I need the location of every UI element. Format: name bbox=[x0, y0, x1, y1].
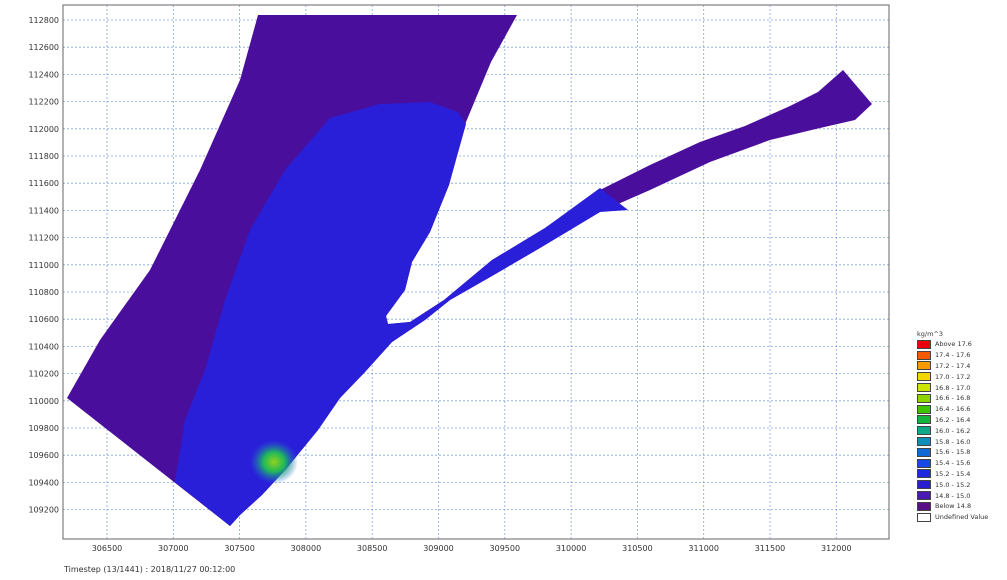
legend-item: 15.6 - 15.8 bbox=[917, 447, 1005, 458]
y-tick-label: 110800 bbox=[28, 288, 59, 297]
legend-swatch bbox=[917, 491, 931, 501]
y-tick-label: 111600 bbox=[28, 179, 59, 188]
legend-label: 15.4 - 15.6 bbox=[935, 459, 971, 468]
legend-label: 15.2 - 15.4 bbox=[935, 469, 971, 478]
y-tick-label: 112000 bbox=[28, 125, 59, 134]
y-tick-label: 109600 bbox=[28, 451, 59, 460]
legend-swatch bbox=[917, 393, 931, 403]
legend-swatch bbox=[917, 404, 931, 414]
x-tick-label: 310000 bbox=[556, 544, 587, 553]
y-tick-label: 112200 bbox=[28, 98, 59, 107]
legend-label: Below 14.8 bbox=[935, 502, 972, 511]
legend-label: 17.2 - 17.4 bbox=[935, 361, 971, 370]
y-tick-label: 112600 bbox=[28, 43, 59, 52]
legend-label: Above 17.6 bbox=[935, 340, 972, 349]
legend-label: Undefined Value bbox=[935, 513, 989, 522]
legend-item: 16.2 - 16.4 bbox=[917, 415, 1005, 426]
legend-swatch bbox=[917, 469, 931, 479]
legend-item: 16.6 - 16.8 bbox=[917, 393, 1005, 404]
x-tick-label: 309000 bbox=[423, 544, 454, 553]
legend-swatch bbox=[917, 512, 931, 522]
legend-label: 16.4 - 16.6 bbox=[935, 405, 971, 414]
legend-label: 16.6 - 16.8 bbox=[935, 394, 971, 403]
legend-label: 16.0 - 16.2 bbox=[935, 426, 971, 435]
x-tick-label: 308000 bbox=[291, 544, 322, 553]
y-tick-label: 110000 bbox=[28, 397, 59, 406]
legend-item: Below 14.8 bbox=[917, 501, 1005, 512]
y-tick-label: 109800 bbox=[28, 424, 59, 433]
legend-swatch bbox=[917, 350, 931, 360]
legend-item: Undefined Value bbox=[917, 512, 1005, 523]
concentration-hotspot bbox=[250, 440, 298, 484]
legend-swatch bbox=[917, 361, 931, 371]
y-tick-label: 112400 bbox=[28, 70, 59, 79]
inner-blue-region bbox=[175, 102, 628, 526]
legend: kg/m^3 Above 17.6 17.4 - 17.6 17.2 - 17.4 1… bbox=[917, 330, 1005, 523]
legend-swatch bbox=[917, 458, 931, 468]
y-tick-label: 111200 bbox=[28, 234, 59, 243]
legend-label: 15.6 - 15.8 bbox=[935, 448, 971, 457]
timestep-status: Timestep (13/1441) : 2018/11/27 00:12:00 bbox=[64, 565, 236, 574]
legend-item: 15.0 - 15.2 bbox=[917, 479, 1005, 490]
legend-label: 16.8 - 17.0 bbox=[935, 383, 971, 392]
x-tick-label: 309500 bbox=[490, 544, 521, 553]
legend-swatch bbox=[917, 437, 931, 447]
x-tick-label: 311000 bbox=[688, 544, 719, 553]
y-tick-label: 110200 bbox=[28, 370, 59, 379]
legend-swatch bbox=[917, 372, 931, 382]
legend-item: 15.4 - 15.6 bbox=[917, 458, 1005, 469]
y-tick-label: 111000 bbox=[28, 261, 59, 270]
legend-swatch bbox=[917, 501, 931, 511]
legend-item: 15.8 - 16.0 bbox=[917, 436, 1005, 447]
legend-swatch bbox=[917, 339, 931, 349]
legend-swatch bbox=[917, 426, 931, 436]
y-tick-label: 112800 bbox=[28, 16, 59, 25]
legend-label: 14.8 - 15.0 bbox=[935, 491, 971, 500]
legend-item: 16.0 - 16.2 bbox=[917, 425, 1005, 436]
legend-title: kg/m^3 bbox=[917, 330, 943, 338]
legend-item: 17.2 - 17.4 bbox=[917, 361, 1005, 372]
y-tick-label: 111400 bbox=[28, 206, 59, 215]
legend-label: 15.0 - 15.2 bbox=[935, 480, 971, 489]
legend-item: 16.4 - 16.6 bbox=[917, 404, 1005, 415]
x-tick-label: 307000 bbox=[158, 544, 189, 553]
y-tick-label: 109200 bbox=[28, 506, 59, 515]
y-tick-label: 111800 bbox=[28, 152, 59, 161]
legend-label: 17.0 - 17.2 bbox=[935, 372, 971, 381]
legend-swatch bbox=[917, 383, 931, 393]
legend-label: 16.2 - 16.4 bbox=[935, 415, 971, 424]
legend-label: 17.4 - 17.6 bbox=[935, 351, 971, 360]
legend-item: 14.8 - 15.0 bbox=[917, 490, 1005, 501]
x-tick-label: 308500 bbox=[357, 544, 388, 553]
legend-item: Above 17.6 bbox=[917, 339, 1005, 350]
x-tick-label: 312000 bbox=[821, 544, 852, 553]
legend-swatch bbox=[917, 415, 931, 425]
y-tick-label: 109400 bbox=[28, 478, 59, 487]
legend-rows: Above 17.6 17.4 - 17.6 17.2 - 17.4 17.0 - 1… bbox=[917, 339, 1005, 523]
y-tick-label: 110600 bbox=[28, 315, 59, 324]
y-tick-label: 110400 bbox=[28, 342, 59, 351]
x-tick-label: 310500 bbox=[622, 544, 653, 553]
legend-item: 15.2 - 15.4 bbox=[917, 469, 1005, 480]
legend-swatch bbox=[917, 447, 931, 457]
plot-frame bbox=[62, 4, 890, 540]
legend-swatch bbox=[917, 480, 931, 490]
x-tick-label: 306500 bbox=[92, 544, 123, 553]
legend-item: 16.8 - 17.0 bbox=[917, 382, 1005, 393]
y-axis-labels: 112800 112600 112400 112200 112000 111800 1116… bbox=[28, 16, 59, 515]
legend-item: 17.0 - 17.2 bbox=[917, 371, 1005, 382]
x-axis-labels: 306500 307000 307500 308000 308500 309000 3095… bbox=[92, 544, 852, 553]
x-tick-label: 311500 bbox=[755, 544, 786, 553]
legend-item: 17.4 - 17.6 bbox=[917, 350, 1005, 361]
legend-label: 15.8 - 16.0 bbox=[935, 437, 971, 446]
x-tick-label: 307500 bbox=[224, 544, 255, 553]
